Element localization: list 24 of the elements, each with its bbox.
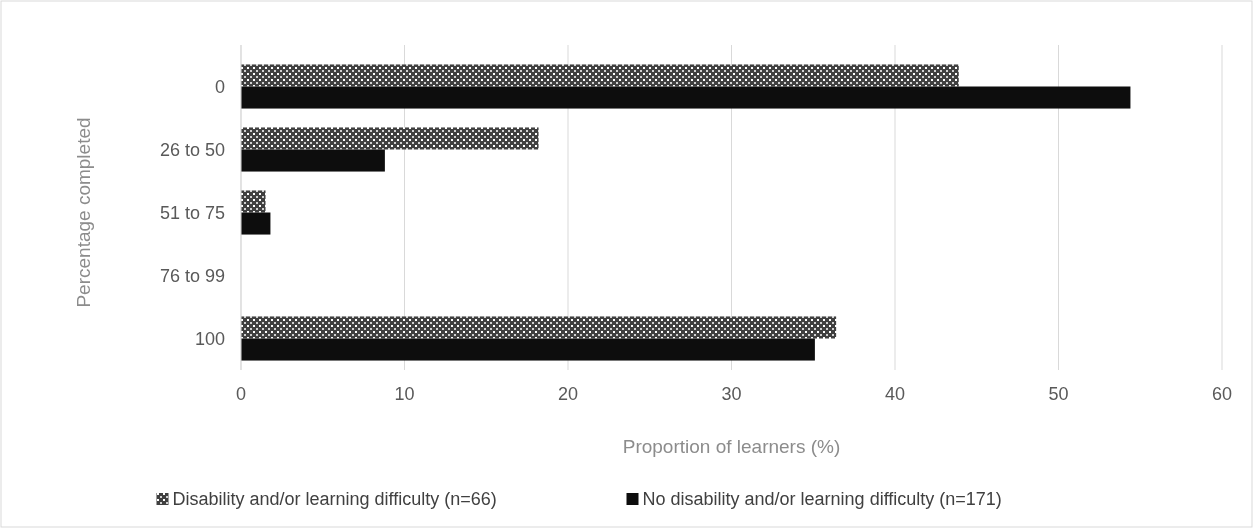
x-tick-label: 0 (235, 384, 247, 404)
y-tick-label: 26 to 50 (159, 139, 225, 160)
bar (241, 149, 385, 172)
bar (241, 127, 539, 150)
legend-label: Disability and/or learning difficulty (n=66) (172, 489, 497, 509)
x-tick-label: 10 (394, 384, 415, 404)
x-tick-label: 50 (1048, 384, 1069, 404)
bar (241, 212, 271, 235)
bar (241, 338, 815, 361)
x-tick-label: 60 (1211, 384, 1233, 404)
bar (241, 190, 266, 213)
legend-label: No disability and/or learning difficulty (n=171) (642, 489, 1002, 509)
y-tick-label: 51 to 75 (159, 202, 225, 223)
y-tick-label: 0 (214, 76, 225, 97)
y-axis-title: Percentage completed (73, 117, 94, 308)
x-tick-label: 30 (721, 384, 742, 404)
x-axis-title: Proportion of learners (%) (622, 436, 841, 457)
bar (241, 86, 1131, 109)
bar (241, 64, 959, 87)
x-tick-label: 20 (557, 384, 579, 404)
bar (241, 316, 837, 339)
x-tick-label: 40 (884, 384, 906, 404)
y-tick-label: 100 (194, 328, 225, 349)
y-tick-label: 76 to 99 (159, 265, 225, 286)
